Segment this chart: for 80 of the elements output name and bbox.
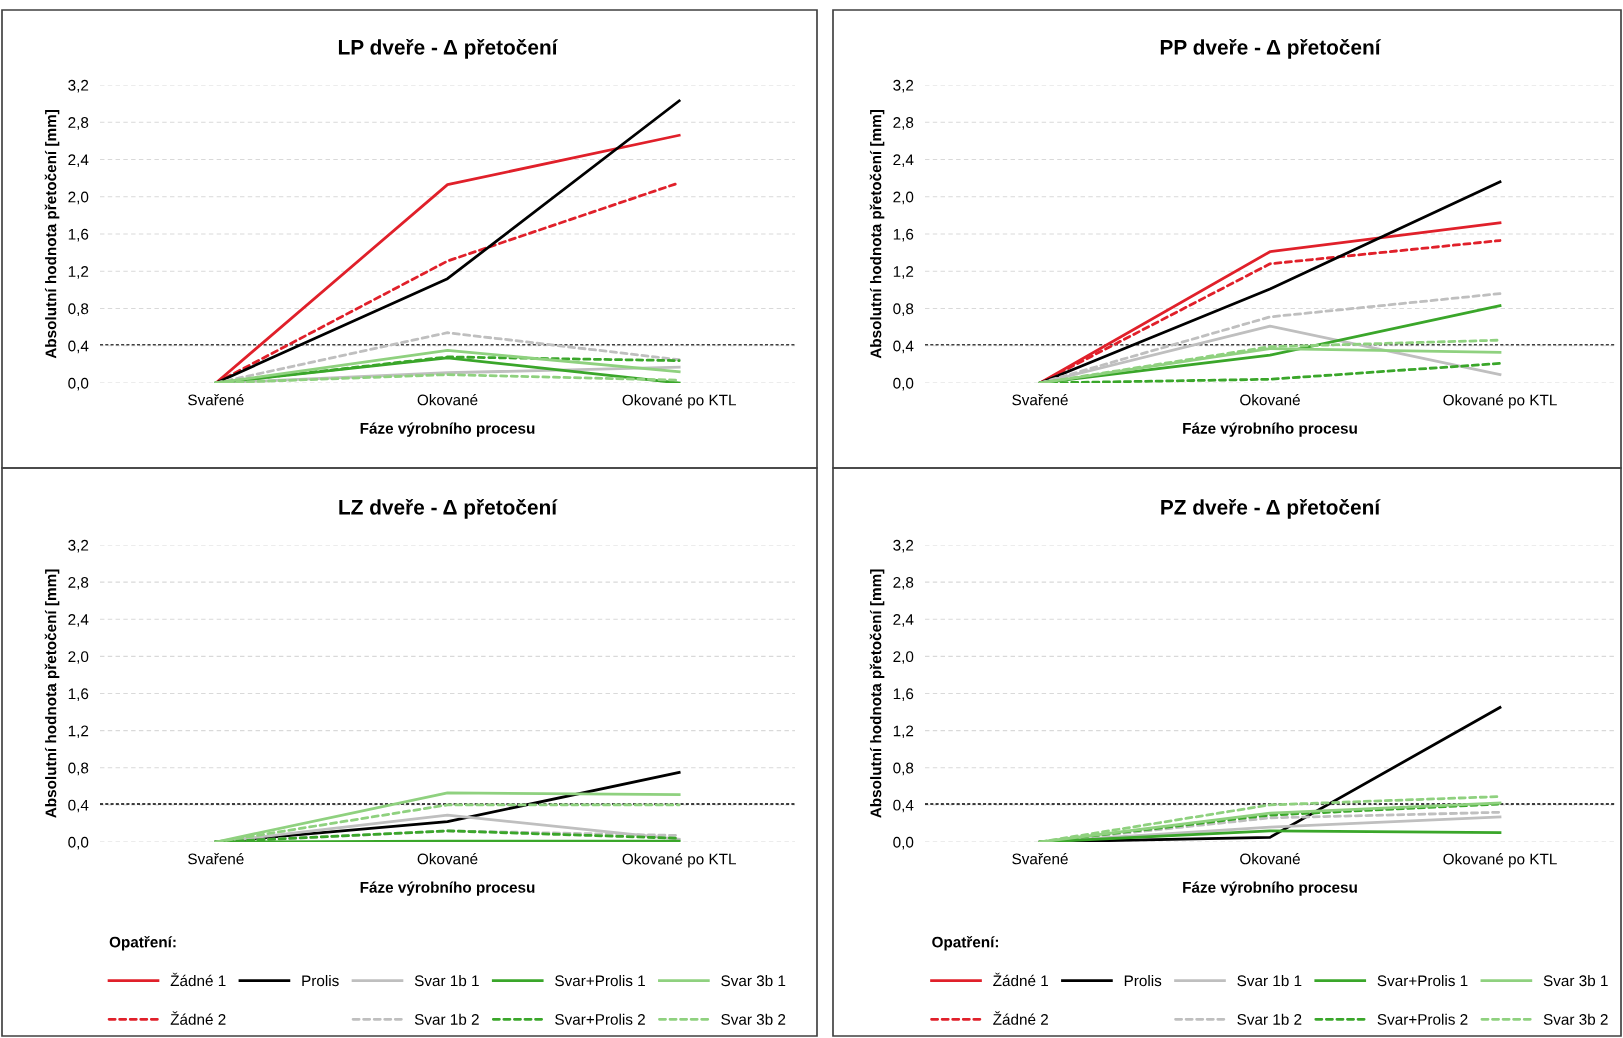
x-tick-label: Okované [417, 852, 478, 865]
y-tick-label: 2,0 [893, 651, 914, 664]
x-tick-label: Svařené [1012, 852, 1068, 865]
x-axis-title: Fáze výrobního procesu [360, 422, 535, 437]
legend-title: Opatření: [109, 935, 176, 951]
x-tick-label: Okované [1240, 852, 1300, 865]
legend-label: Svar+Prolis 1 [1377, 974, 1468, 987]
y-tick-label: 0,4 [893, 340, 914, 354]
y-tick-label: 2,0 [68, 191, 89, 205]
y-tick-label: 1,2 [893, 725, 914, 739]
y-tick-label: 0,4 [893, 799, 914, 813]
y-tick-label: 2,8 [68, 117, 89, 130]
legend-label: Svar 3b 1 [721, 974, 786, 987]
y-tick-label: 2,0 [68, 651, 89, 664]
x-axis-title: Fáze výrobního procesu [1183, 422, 1357, 437]
legend-title: Opatření: [932, 935, 998, 951]
y-tick-label: 0,8 [68, 303, 89, 316]
y-tick-label: 1,6 [68, 688, 89, 701]
legend-label: Svar 3b 1 [1543, 974, 1608, 987]
y-tick-label: 1,6 [68, 228, 89, 242]
legend-label: Svar 1b 1 [1237, 974, 1302, 987]
y-tick-label: 0,0 [68, 836, 89, 850]
x-tick-label: Svařené [1012, 393, 1068, 406]
y-tick-label: 2,4 [68, 154, 89, 167]
chart-title: PZ dveře - Δ přetočení [1161, 498, 1381, 519]
x-tick-label: Okované po KTL [622, 394, 736, 409]
x-axis-title: Fáze výrobního procesu [1183, 881, 1357, 896]
legend-label: Žádné 2 [993, 1011, 1048, 1025]
y-tick-label: 0,4 [68, 340, 89, 354]
y-tick-label: 1,2 [68, 266, 89, 279]
x-tick-label: Okované po KTL [622, 853, 736, 868]
y-tick-label: 0,8 [68, 762, 89, 776]
y-tick-label: 0,0 [893, 836, 914, 850]
y-axis-title: Absolutní hodnota přetočení [mm] [44, 110, 60, 359]
chart-title: LP dveře - Δ přetočení [338, 38, 559, 59]
y-tick-label: 2,8 [68, 576, 89, 590]
legend-label: Žádné 2 [170, 1011, 226, 1025]
legend-label: Prolis [302, 974, 339, 987]
legend-label: Svar+Prolis 2 [555, 1013, 645, 1025]
y-axis-title: Absolutní hodnota přetočení [mm] [869, 110, 885, 359]
legend-label: Svar 1b 2 [1237, 1013, 1302, 1025]
legend-label: Svar 3b 2 [721, 1013, 786, 1025]
y-tick-label: 1,2 [893, 266, 914, 279]
y-axis-title: Absolutní hodnota přetočení [mm] [44, 569, 60, 818]
legend-label: Žádné 1 [170, 972, 226, 987]
y-tick-label: 2,4 [893, 154, 914, 167]
legend-label: Prolis [1124, 974, 1162, 987]
y-tick-label: 2,4 [68, 614, 89, 627]
y-tick-label: 2,0 [893, 191, 914, 205]
y-tick-label: 0,0 [893, 377, 914, 391]
x-tick-label: Okované po KTL [1443, 853, 1557, 868]
y-tick-label: 0,8 [893, 762, 914, 776]
y-tick-label: 2,4 [893, 614, 914, 627]
legend-label: Svar+Prolis 1 [555, 974, 645, 987]
legend-label: Žádné 1 [993, 972, 1048, 987]
y-axis-title: Absolutní hodnota přetočení [mm] [869, 569, 885, 818]
legend-label: Svar 3b 2 [1543, 1013, 1608, 1025]
legend-label: Svar 1b 1 [414, 974, 479, 987]
y-tick-label: 0,8 [893, 303, 914, 316]
x-tick-label: Svařené [188, 393, 244, 406]
y-tick-label: 1,2 [68, 725, 89, 739]
y-tick-label: 3,2 [893, 539, 914, 553]
y-tick-label: 2,8 [893, 576, 914, 590]
y-tick-label: 3,2 [893, 79, 914, 93]
y-tick-label: 3,2 [68, 539, 89, 553]
y-tick-label: 1,6 [893, 688, 914, 701]
chart-title: PP dveře - Δ přetočení [1160, 38, 1382, 59]
x-tick-label: Svařené [188, 852, 244, 865]
y-tick-label: 0,0 [68, 377, 89, 391]
y-tick-label: 3,2 [68, 79, 89, 93]
chart-title: LZ dveře - Δ přetočení [339, 498, 558, 519]
x-axis-title: Fáze výrobního procesu [360, 881, 535, 896]
y-tick-label: 2,8 [893, 117, 914, 130]
x-tick-label: Okované [1240, 393, 1300, 406]
y-tick-label: 1,6 [893, 228, 914, 242]
x-tick-label: Okované po KTL [1443, 394, 1557, 409]
y-tick-label: 0,4 [68, 799, 89, 813]
x-tick-label: Okované [417, 393, 478, 406]
legend-label: Svar 1b 2 [414, 1013, 479, 1025]
legend-label: Svar+Prolis 2 [1377, 1013, 1468, 1025]
